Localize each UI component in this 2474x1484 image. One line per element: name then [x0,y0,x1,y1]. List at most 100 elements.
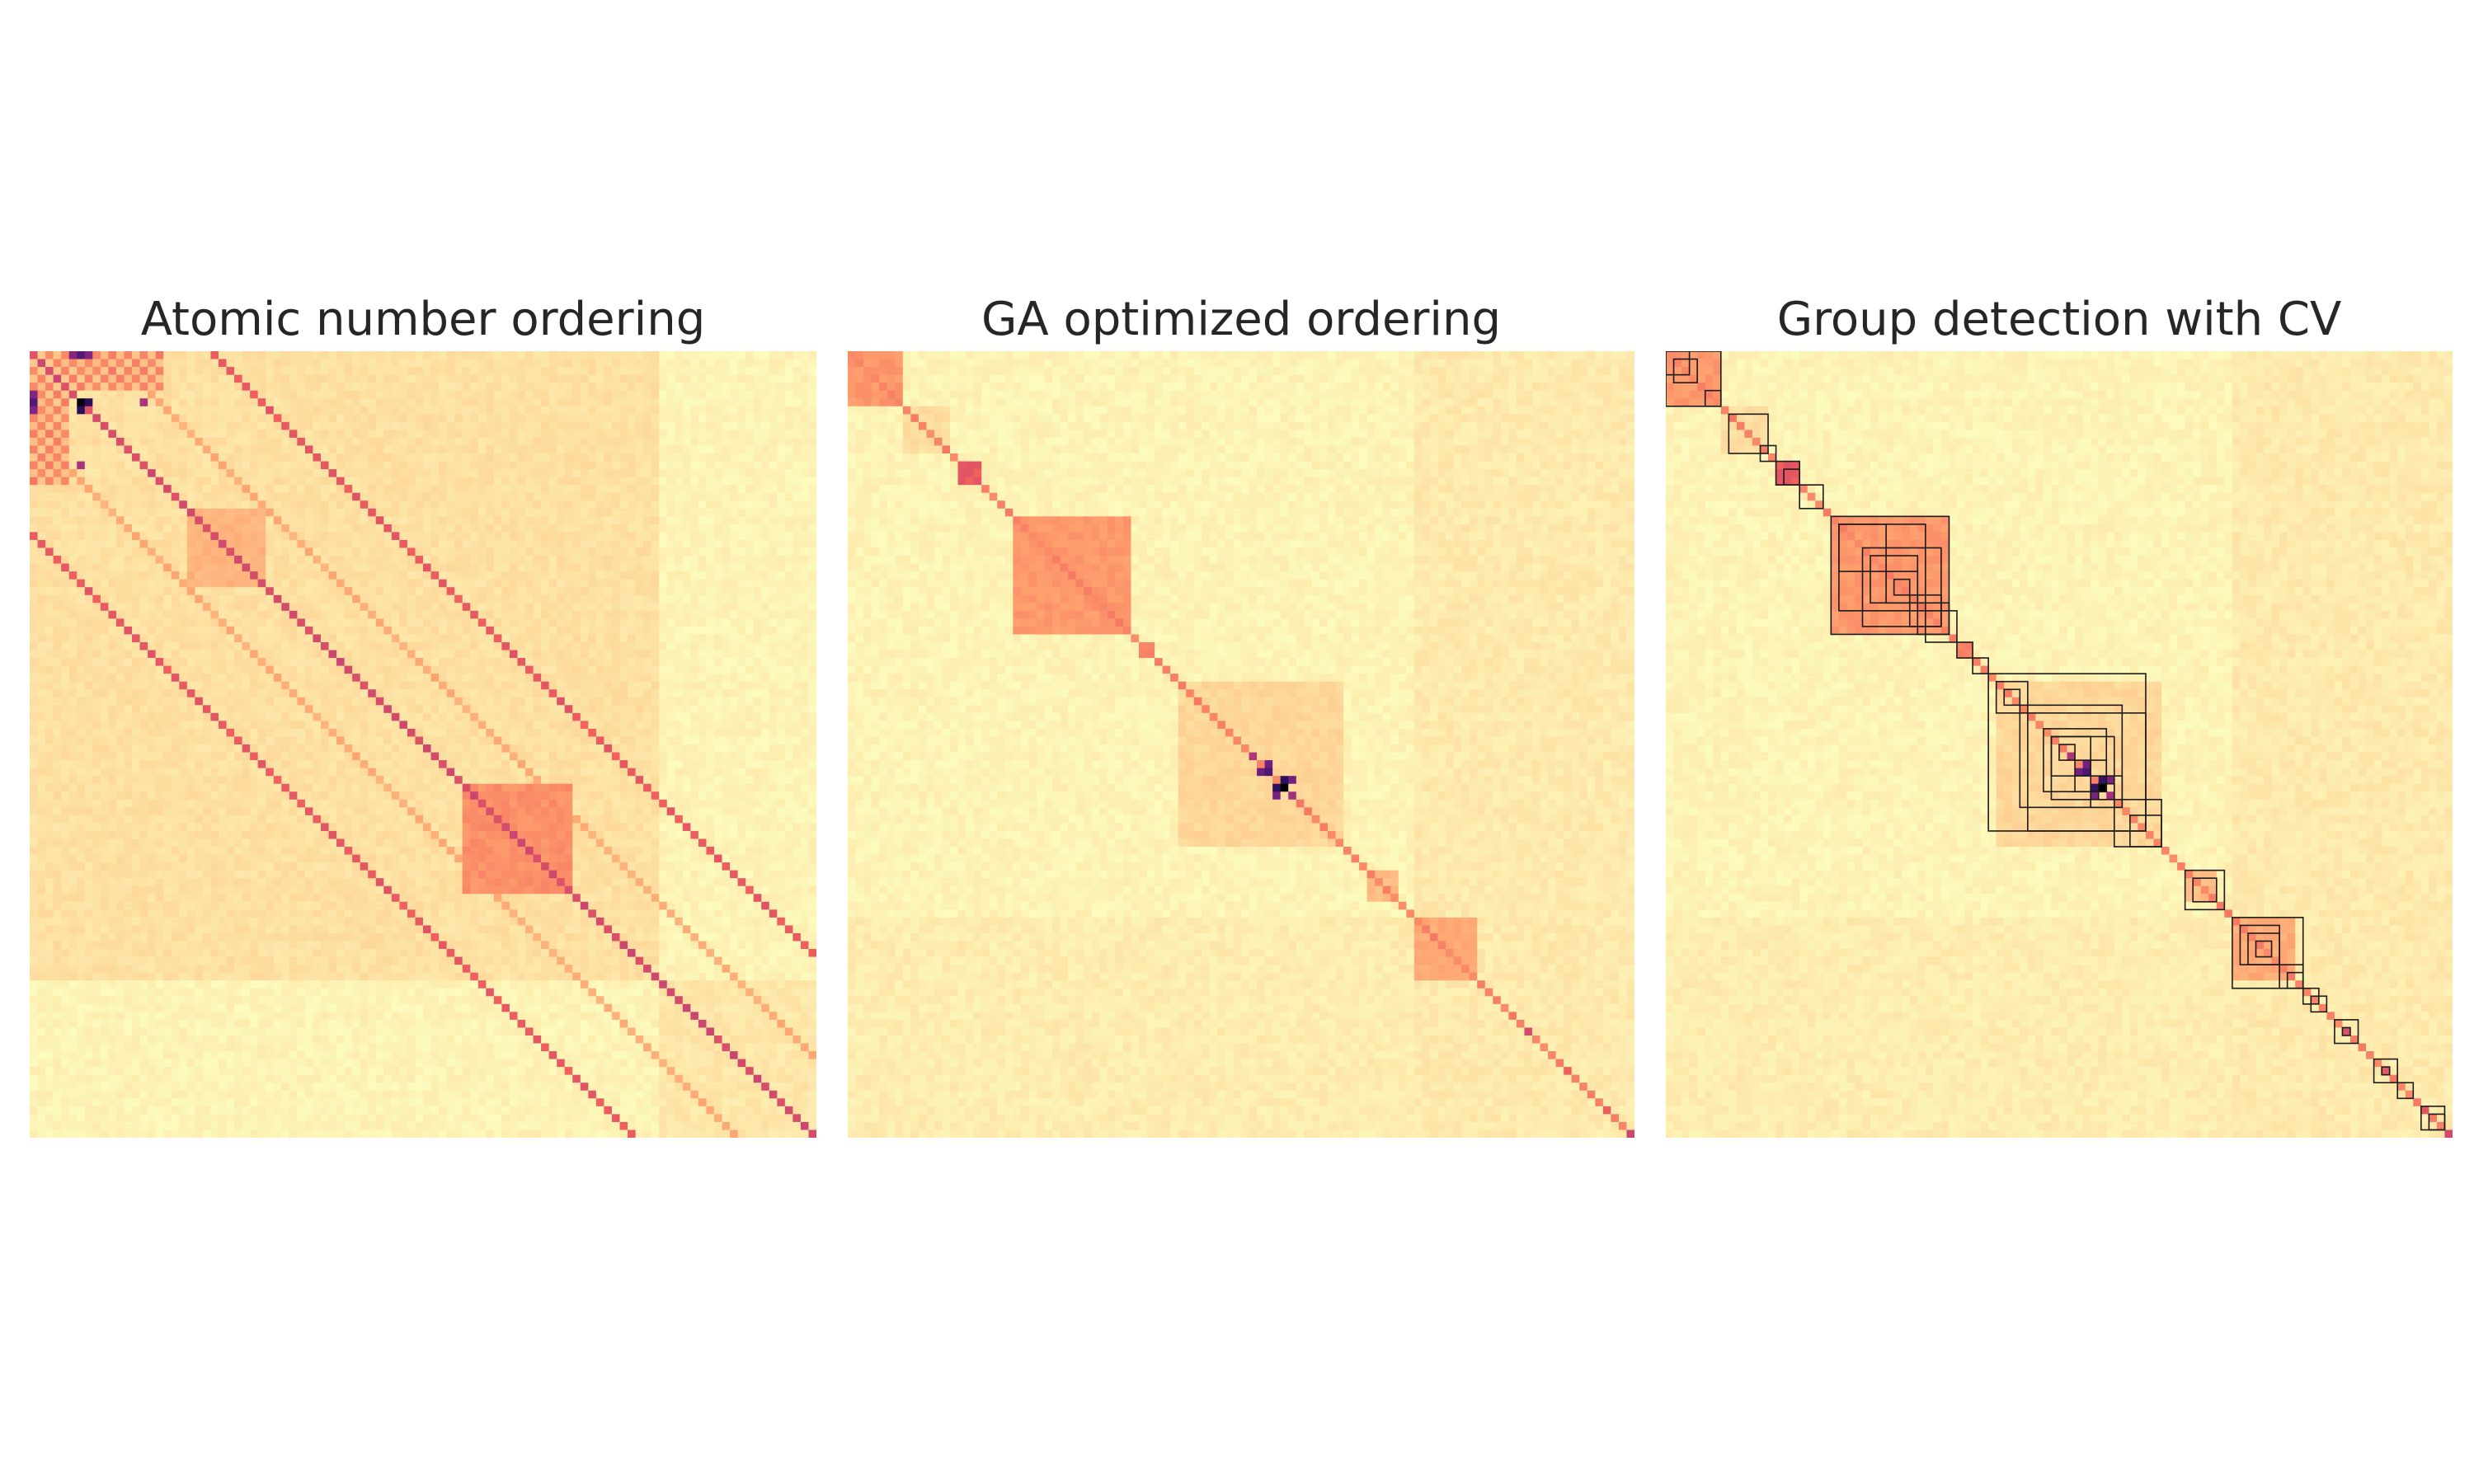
heatmap-cell [108,626,117,636]
heatmap-cell [446,430,455,439]
heatmap-cell [84,618,93,627]
heatmap-cell [53,634,62,643]
heatmap-cell [375,532,384,541]
heatmap-cell [580,469,589,478]
heatmap-cell [391,579,400,588]
heatmap-cell [745,445,755,454]
heatmap-cell [163,634,172,643]
heatmap-cell [368,665,377,674]
heatmap-cell [564,556,573,565]
heatmap-cell [344,445,353,454]
heatmap-cell [753,650,762,659]
heatmap-cell [643,571,652,580]
heatmap-cell [761,681,770,690]
heatmap-cell [509,626,519,636]
heatmap-cell [611,539,621,549]
panel-title-atomic: Atomic number ordering [30,290,816,350]
heatmap-cell [352,587,361,596]
heatmap-cell [61,500,70,510]
heatmap-cell [580,453,589,463]
heatmap-cell [604,453,613,463]
heatmap-cell [635,390,644,399]
heatmap-cell [643,508,652,517]
heatmap-cell [115,351,125,360]
heatmap-cell [666,658,675,667]
heatmap-cell [808,697,816,706]
heatmap-cell [375,603,384,612]
heatmap-cell [53,492,62,501]
heatmap-cell [572,594,581,603]
heatmap-cell [68,383,78,392]
heatmap-cell [186,390,195,399]
heatmap-cell [588,658,597,667]
heatmap-cell [289,383,298,392]
heatmap-cell [557,556,566,565]
heatmap-cell [320,650,330,659]
heatmap-cell [706,539,715,549]
heatmap-cell [132,430,141,439]
heatmap-cell [30,508,39,517]
heatmap-cell [171,453,180,463]
heatmap-cell [619,414,628,423]
heatmap-cell [407,374,416,383]
heatmap-cell [477,524,487,533]
heatmap-cell [730,398,739,407]
heatmap-cell [352,492,361,501]
heatmap-cell [423,626,432,636]
heatmap-cell [784,383,793,392]
heatmap-cell [344,634,353,643]
heatmap-cell [777,485,786,494]
heatmap-cell [344,508,353,517]
heatmap-cell [682,437,691,447]
heatmap-cell [628,705,637,714]
heatmap-cell [281,532,290,541]
heatmap-cell [273,579,282,588]
heatmap-cell [509,650,519,659]
heatmap-cell [30,728,39,738]
heatmap-cell [423,681,432,690]
heatmap-cell [793,556,802,565]
heatmap-cell [352,697,361,706]
heatmap-cell [297,634,306,643]
heatmap-cell [439,500,448,510]
heatmap-cell [439,587,448,596]
heatmap-cell [328,594,337,603]
heatmap-cell [698,712,708,721]
heatmap-cell [328,705,337,714]
heatmap-cell [132,351,141,360]
heatmap-cell [595,461,605,470]
heatmap-cell [139,658,148,667]
heatmap-cell [666,736,675,745]
heatmap-cell [84,705,93,714]
heatmap-cell [486,681,495,690]
heatmap-cell [186,674,195,683]
heatmap-cell [234,398,243,407]
heatmap-cell [588,524,597,533]
heatmap-cell [250,453,259,463]
heatmap-cell [30,705,39,714]
heatmap-cell [713,603,723,612]
heatmap-cell [328,641,337,651]
heatmap-cell [289,374,298,383]
heatmap-cell [297,610,306,619]
heatmap-cell [234,359,243,368]
heatmap-cell [77,728,86,738]
heatmap-cell [320,674,330,683]
heatmap-cell [541,563,550,572]
heatmap-cell [643,728,652,738]
heatmap-cell [226,610,235,619]
heatmap-cell [423,563,432,572]
heatmap-cell [690,547,699,556]
heatmap-cell [580,721,589,730]
heatmap-cell [604,665,613,674]
heatmap-cell [171,445,180,454]
heatmap-cell [273,508,282,517]
heatmap-cell [611,453,621,463]
heatmap-cell [37,469,46,478]
heatmap-cell [320,508,330,517]
heatmap-cell [675,524,684,533]
heatmap-cell [195,524,204,533]
heatmap-cell [108,492,117,501]
heatmap-cell [698,445,708,454]
heatmap-cell [242,367,251,376]
